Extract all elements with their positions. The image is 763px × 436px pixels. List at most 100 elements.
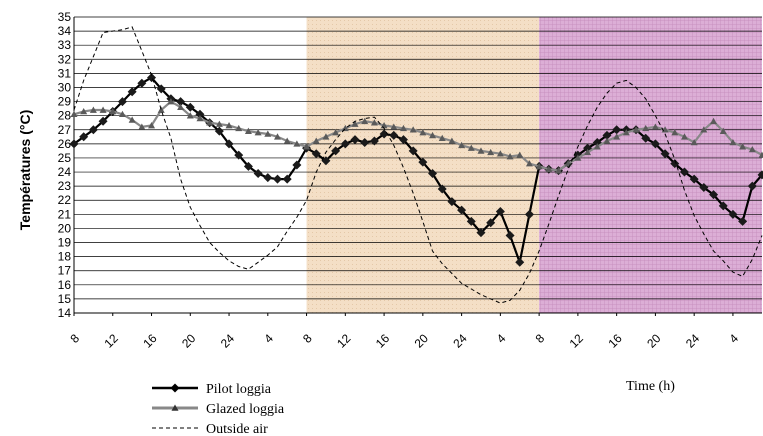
legend-label: Outside air bbox=[206, 422, 268, 436]
data-point bbox=[728, 209, 738, 219]
data-point bbox=[458, 141, 466, 149]
data-point bbox=[361, 117, 369, 125]
data-point bbox=[128, 116, 136, 123]
data-point bbox=[603, 137, 611, 144]
data-point bbox=[117, 97, 127, 107]
data-point bbox=[185, 102, 195, 112]
data-point bbox=[292, 160, 302, 170]
data-point bbox=[699, 183, 709, 193]
data-point bbox=[545, 165, 553, 173]
series-glazed-loggia bbox=[70, 98, 763, 174]
data-point bbox=[632, 126, 640, 133]
data-point bbox=[641, 133, 651, 143]
data-point bbox=[447, 197, 457, 207]
legend-marker bbox=[171, 404, 179, 411]
legend-item: Pilot loggia bbox=[152, 382, 272, 397]
data-point bbox=[215, 120, 223, 127]
data-point bbox=[186, 112, 194, 119]
data-point bbox=[660, 149, 670, 159]
y-tick-label: 32 bbox=[58, 52, 72, 66]
data-point bbox=[457, 205, 467, 215]
data-point bbox=[429, 131, 437, 139]
data-point bbox=[370, 119, 378, 126]
data-point bbox=[69, 139, 79, 149]
data-point bbox=[515, 257, 525, 267]
data-point bbox=[467, 144, 475, 151]
y-tick-label: 22 bbox=[58, 193, 72, 207]
data-point bbox=[206, 119, 214, 126]
y-tick-label: 19 bbox=[58, 236, 72, 250]
data-point bbox=[516, 151, 524, 158]
data-point bbox=[156, 84, 166, 94]
y-tick-label: 35 bbox=[58, 10, 72, 24]
data-point bbox=[89, 106, 97, 113]
data-point bbox=[642, 124, 650, 132]
x-tick-label: 4 bbox=[726, 331, 741, 346]
data-point bbox=[486, 218, 496, 228]
x-tick-label: 8 bbox=[300, 331, 315, 346]
data-point bbox=[408, 146, 418, 156]
data-point bbox=[593, 143, 601, 150]
data-point bbox=[312, 137, 320, 144]
data-point bbox=[496, 150, 504, 157]
data-point bbox=[167, 98, 175, 105]
y-tick-label: 16 bbox=[58, 278, 72, 292]
data-point bbox=[679, 167, 689, 177]
data-point bbox=[214, 126, 224, 136]
series-lines bbox=[69, 26, 763, 304]
data-point bbox=[700, 126, 708, 133]
data-point bbox=[390, 123, 398, 130]
data-point bbox=[360, 137, 370, 147]
y-tick-label: 34 bbox=[58, 24, 72, 38]
legend-label: Pilot loggia bbox=[206, 382, 272, 397]
data-point bbox=[138, 123, 146, 130]
data-point bbox=[176, 97, 186, 107]
data-point bbox=[243, 161, 253, 171]
data-point bbox=[293, 140, 301, 147]
x-tick-label: 16 bbox=[373, 331, 393, 351]
x-tick-label: 20 bbox=[644, 331, 664, 351]
data-point bbox=[157, 106, 165, 113]
data-point bbox=[311, 149, 321, 159]
data-point bbox=[79, 132, 89, 142]
data-point bbox=[448, 137, 456, 144]
y-axis-label: Températures (°C) bbox=[17, 110, 33, 230]
data-point bbox=[747, 181, 757, 191]
y-tick-label: 23 bbox=[58, 179, 72, 193]
x-tick-label: 20 bbox=[412, 331, 432, 351]
data-point bbox=[137, 78, 147, 88]
data-point bbox=[273, 133, 281, 140]
data-point bbox=[340, 139, 350, 149]
legend-item: Glazed loggia bbox=[152, 402, 285, 417]
data-point bbox=[476, 228, 486, 238]
x-tick-label: 4 bbox=[261, 331, 276, 346]
x-tick-label: 16 bbox=[605, 331, 625, 351]
data-point bbox=[234, 150, 244, 160]
data-point bbox=[244, 127, 252, 134]
axes bbox=[73, 17, 762, 314]
data-point bbox=[283, 137, 291, 144]
y-tick-label: 27 bbox=[58, 123, 72, 137]
data-point bbox=[177, 103, 185, 111]
data-point bbox=[670, 159, 680, 169]
data-point bbox=[650, 139, 660, 149]
data-point bbox=[466, 216, 476, 226]
x-tick-label: 12 bbox=[334, 331, 354, 351]
data-point bbox=[535, 162, 543, 170]
y-tick-label: 17 bbox=[58, 264, 72, 278]
data-point bbox=[718, 201, 728, 211]
data-point bbox=[98, 116, 108, 126]
data-point bbox=[398, 135, 408, 145]
data-point bbox=[738, 216, 748, 226]
data-point bbox=[506, 153, 514, 160]
y-tick-label: 20 bbox=[58, 221, 72, 235]
data-point bbox=[739, 143, 747, 150]
data-point bbox=[438, 134, 446, 142]
data-point bbox=[379, 129, 389, 139]
data-point bbox=[602, 130, 612, 140]
y-tick-label: 26 bbox=[58, 137, 72, 151]
data-point bbox=[264, 130, 272, 137]
y-tick-label: 14 bbox=[58, 306, 72, 320]
data-point bbox=[88, 125, 98, 135]
